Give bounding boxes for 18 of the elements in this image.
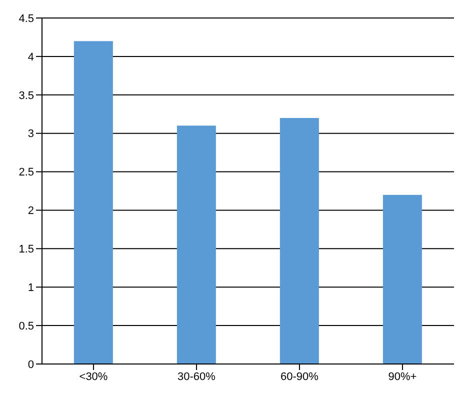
y-tick-label: 4.5 bbox=[18, 12, 34, 25]
bar bbox=[74, 41, 113, 364]
x-tick-label: 60-90% bbox=[280, 370, 319, 383]
x-tick-label: 30-60% bbox=[178, 370, 216, 383]
y-tick-label: 4 bbox=[28, 51, 34, 64]
x-tick-label: <30% bbox=[79, 370, 108, 383]
bar bbox=[176, 126, 216, 364]
y-tick-label: 3.5 bbox=[18, 90, 34, 102]
y-tick-label: 0.5 bbox=[18, 320, 34, 332]
y-tick-label: 1 bbox=[28, 282, 34, 294]
bar bbox=[382, 194, 422, 364]
y-tick-label: 2.5 bbox=[18, 166, 34, 179]
y-tick-label: 2 bbox=[28, 205, 34, 218]
x-tick-label: 90%+ bbox=[388, 370, 417, 383]
y-tick-label: 3 bbox=[28, 128, 34, 140]
y-tick-label: 0 bbox=[28, 358, 34, 371]
bar bbox=[280, 118, 319, 364]
y-tick-label: 1.5 bbox=[18, 244, 34, 256]
